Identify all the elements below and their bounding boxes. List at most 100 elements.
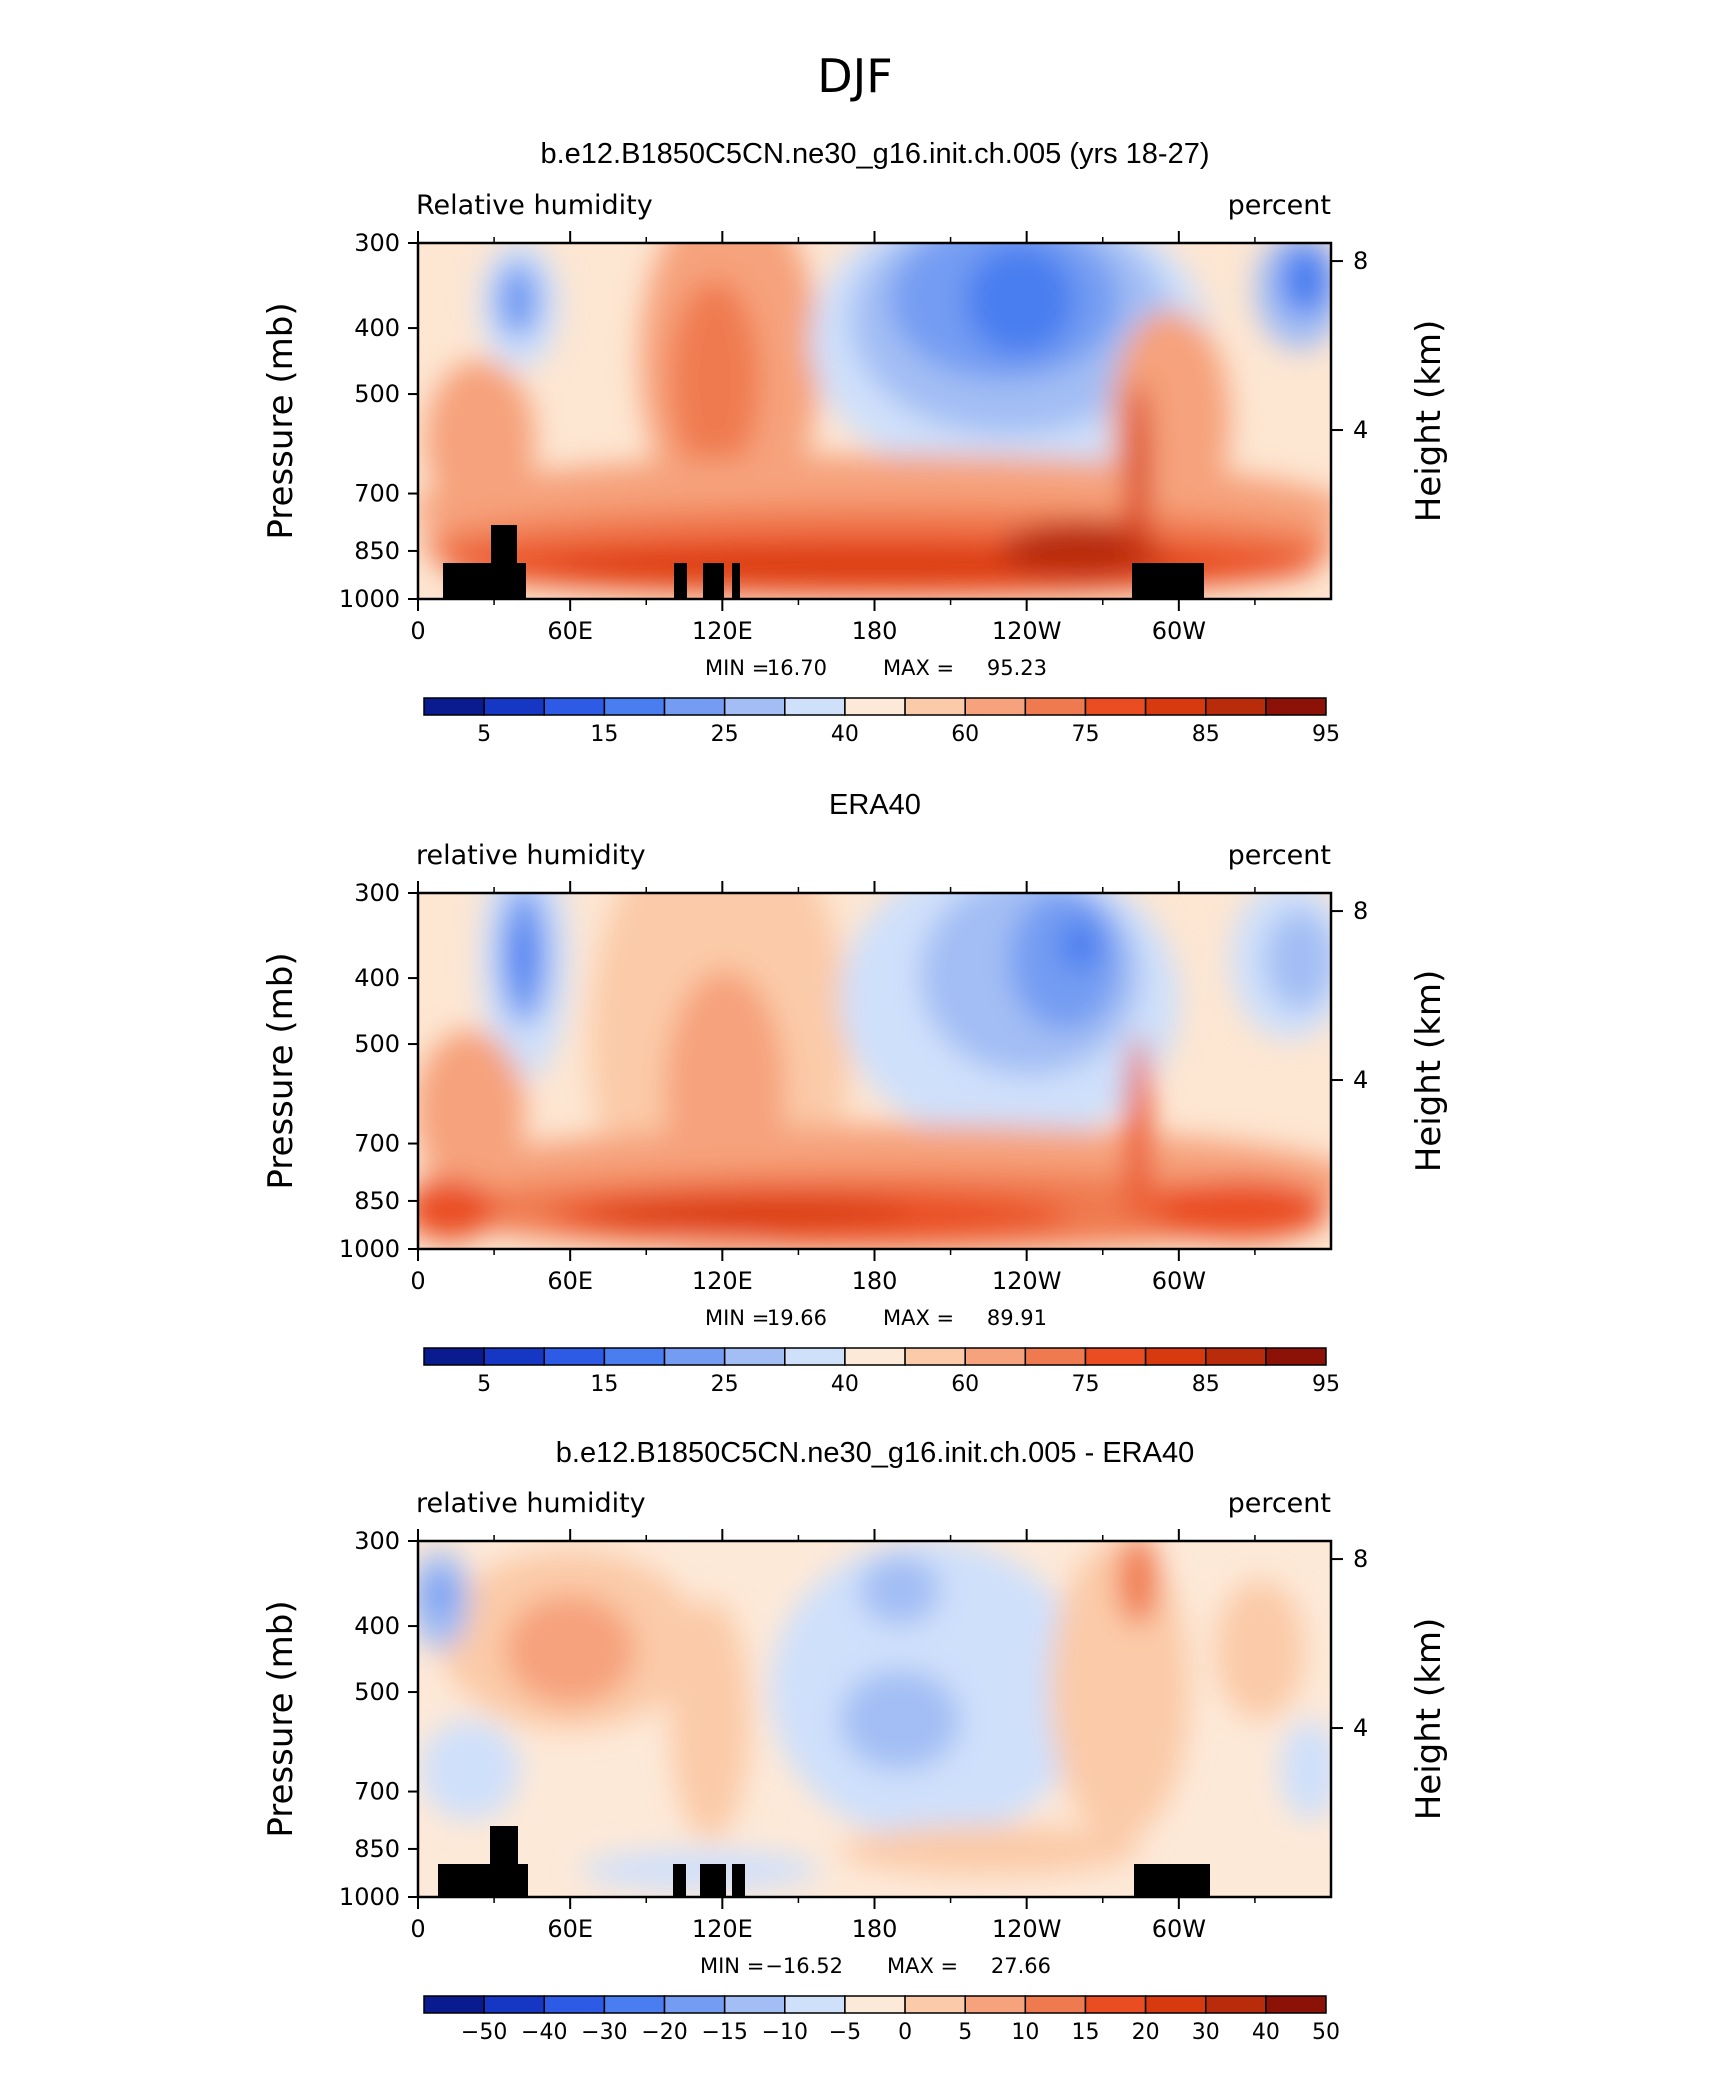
contour-field: [418, 893, 1331, 1249]
y-tick-label: 300: [354, 229, 400, 257]
y-tick-label: 300: [354, 879, 400, 907]
colorbar-label: −5: [829, 2020, 861, 2045]
colorbar-swatch: [1024, 1995, 1087, 2014]
colorbar-swatch: [904, 697, 966, 716]
colorbar-swatch: [964, 1995, 1027, 2014]
topography: [732, 1864, 745, 1897]
colorbar-swatch: [1084, 697, 1147, 716]
y2-axis-label: Height (km): [1409, 320, 1449, 523]
y-tick-label: 700: [354, 480, 400, 508]
units-label: percent: [1228, 840, 1331, 871]
max-label: MAX =: [883, 1306, 954, 1330]
colorbar-swatch: [423, 697, 485, 716]
colorbar-swatch: [723, 1995, 786, 2014]
max-value: 95.23: [987, 656, 1047, 680]
min-value: 19.66: [767, 1306, 827, 1330]
y2-axis-label: Height (km): [1409, 970, 1449, 1173]
y-tick-label: 1000: [339, 1883, 400, 1911]
y2-tick-label: 8: [1353, 1545, 1368, 1573]
y-tick-label: 400: [354, 314, 400, 342]
colorbar-swatch: [543, 1995, 606, 2014]
colorbar-label: 95: [1312, 1372, 1340, 1397]
colorbar-swatch: [844, 697, 906, 716]
colorbar-swatch: [784, 1995, 846, 2014]
colorbar-label: 0: [898, 2020, 912, 2045]
colorbar-swatch: [1204, 1347, 1267, 1366]
colorbar-swatch: [423, 1995, 485, 2014]
y-tick-label: 850: [354, 1187, 400, 1215]
colorbar-label: 5: [477, 722, 491, 747]
topography: [703, 563, 724, 599]
max-label: MAX =: [883, 656, 954, 680]
panel-difference: b.e12.B1850C5CN.ne30_g16.init.ch.005 - E…: [261, 1437, 1449, 2045]
colorbar-swatch: [723, 697, 786, 716]
y-tick-label: 500: [354, 1678, 400, 1706]
colorbar-label: 75: [1071, 722, 1099, 747]
colorbar-label: 15: [590, 722, 618, 747]
colorbar-swatch: [543, 697, 606, 716]
colorbar-label: 5: [958, 2020, 972, 2045]
figure-title: DJF: [817, 49, 892, 103]
colorbar-label: 20: [1132, 2020, 1160, 2045]
y-axis-label: Pressure (mb): [261, 952, 301, 1189]
colorbar-swatch: [784, 1347, 846, 1366]
y-tick-label: 850: [354, 1835, 400, 1863]
colorbar-label: −30: [581, 2020, 627, 2045]
colorbar-label: 15: [590, 1372, 618, 1397]
panel-title: b.e12.B1850C5CN.ne30_g16.init.ch.005 (yr…: [540, 138, 1209, 170]
colorbar-swatch: [663, 1347, 726, 1366]
colorbar-swatch: [1024, 1347, 1087, 1366]
min-label: MIN =: [705, 656, 769, 680]
y-tick-label: 700: [354, 1778, 400, 1806]
x-tick-label: 60W: [1152, 617, 1206, 645]
min-label: MIN =: [700, 1954, 764, 1978]
x-tick-label: 120E: [692, 617, 753, 645]
x-tick-label: 120E: [692, 1915, 753, 1943]
colorbar-swatch: [603, 1347, 666, 1366]
panel-model: b.e12.B1850C5CN.ne30_g16.init.ch.005 (yr…: [261, 138, 1449, 747]
y2-tick-label: 8: [1353, 897, 1368, 925]
colorbar-label: −20: [641, 2020, 687, 2045]
x-tick-label: 60E: [547, 617, 593, 645]
colorbar-swatch: [423, 1347, 485, 1366]
colorbar-swatch: [1204, 697, 1267, 716]
colorbar-swatch: [543, 1347, 606, 1366]
y2-tick-label: 4: [1353, 1066, 1368, 1094]
topography: [1134, 1864, 1210, 1897]
colorbar-swatch: [483, 1347, 546, 1366]
y2-tick-label: 4: [1353, 416, 1368, 444]
units-label: percent: [1228, 1488, 1331, 1519]
colorbar-swatch: [483, 1995, 546, 2014]
colorbar-label: 25: [711, 722, 739, 747]
colorbar-swatch: [964, 1347, 1027, 1366]
max-value: 89.91: [987, 1306, 1047, 1330]
topography: [732, 563, 740, 599]
colorbar-swatch: [1265, 697, 1327, 716]
y2-tick-label: 4: [1353, 1714, 1368, 1742]
colorbar: 5 15 25 40 60 75 85 95: [423, 697, 1340, 747]
colorbar-label: −10: [762, 2020, 808, 2045]
colorbar-swatch: [1265, 1995, 1327, 2014]
x-tick-label: 0: [410, 1267, 425, 1295]
colorbar-label: 60: [951, 722, 979, 747]
y2-tick-label: 8: [1353, 247, 1368, 275]
colorbar-swatch: [1144, 697, 1207, 716]
colorbar-label: −50: [461, 2020, 507, 2045]
colorbar-swatch: [723, 1347, 786, 1366]
variable-label: relative humidity: [416, 1488, 646, 1519]
y-axis-label: Pressure (mb): [261, 302, 301, 539]
x-tick-label: 0: [410, 617, 425, 645]
topography: [673, 1864, 686, 1897]
topography: [438, 1864, 528, 1897]
max-label: MAX =: [887, 1954, 958, 1978]
topography: [443, 563, 526, 599]
colorbar-swatch: [1265, 1347, 1327, 1366]
colorbar-label: 40: [1252, 2020, 1280, 2045]
x-tick-label: 60E: [547, 1267, 593, 1295]
contour-field: [418, 1541, 1331, 1897]
colorbar-label: 95: [1312, 722, 1340, 747]
x-tick-label: 120W: [992, 1267, 1062, 1295]
colorbar-swatch: [603, 1995, 666, 2014]
colorbar-swatch: [603, 697, 666, 716]
colorbar-label: 60: [951, 1372, 979, 1397]
